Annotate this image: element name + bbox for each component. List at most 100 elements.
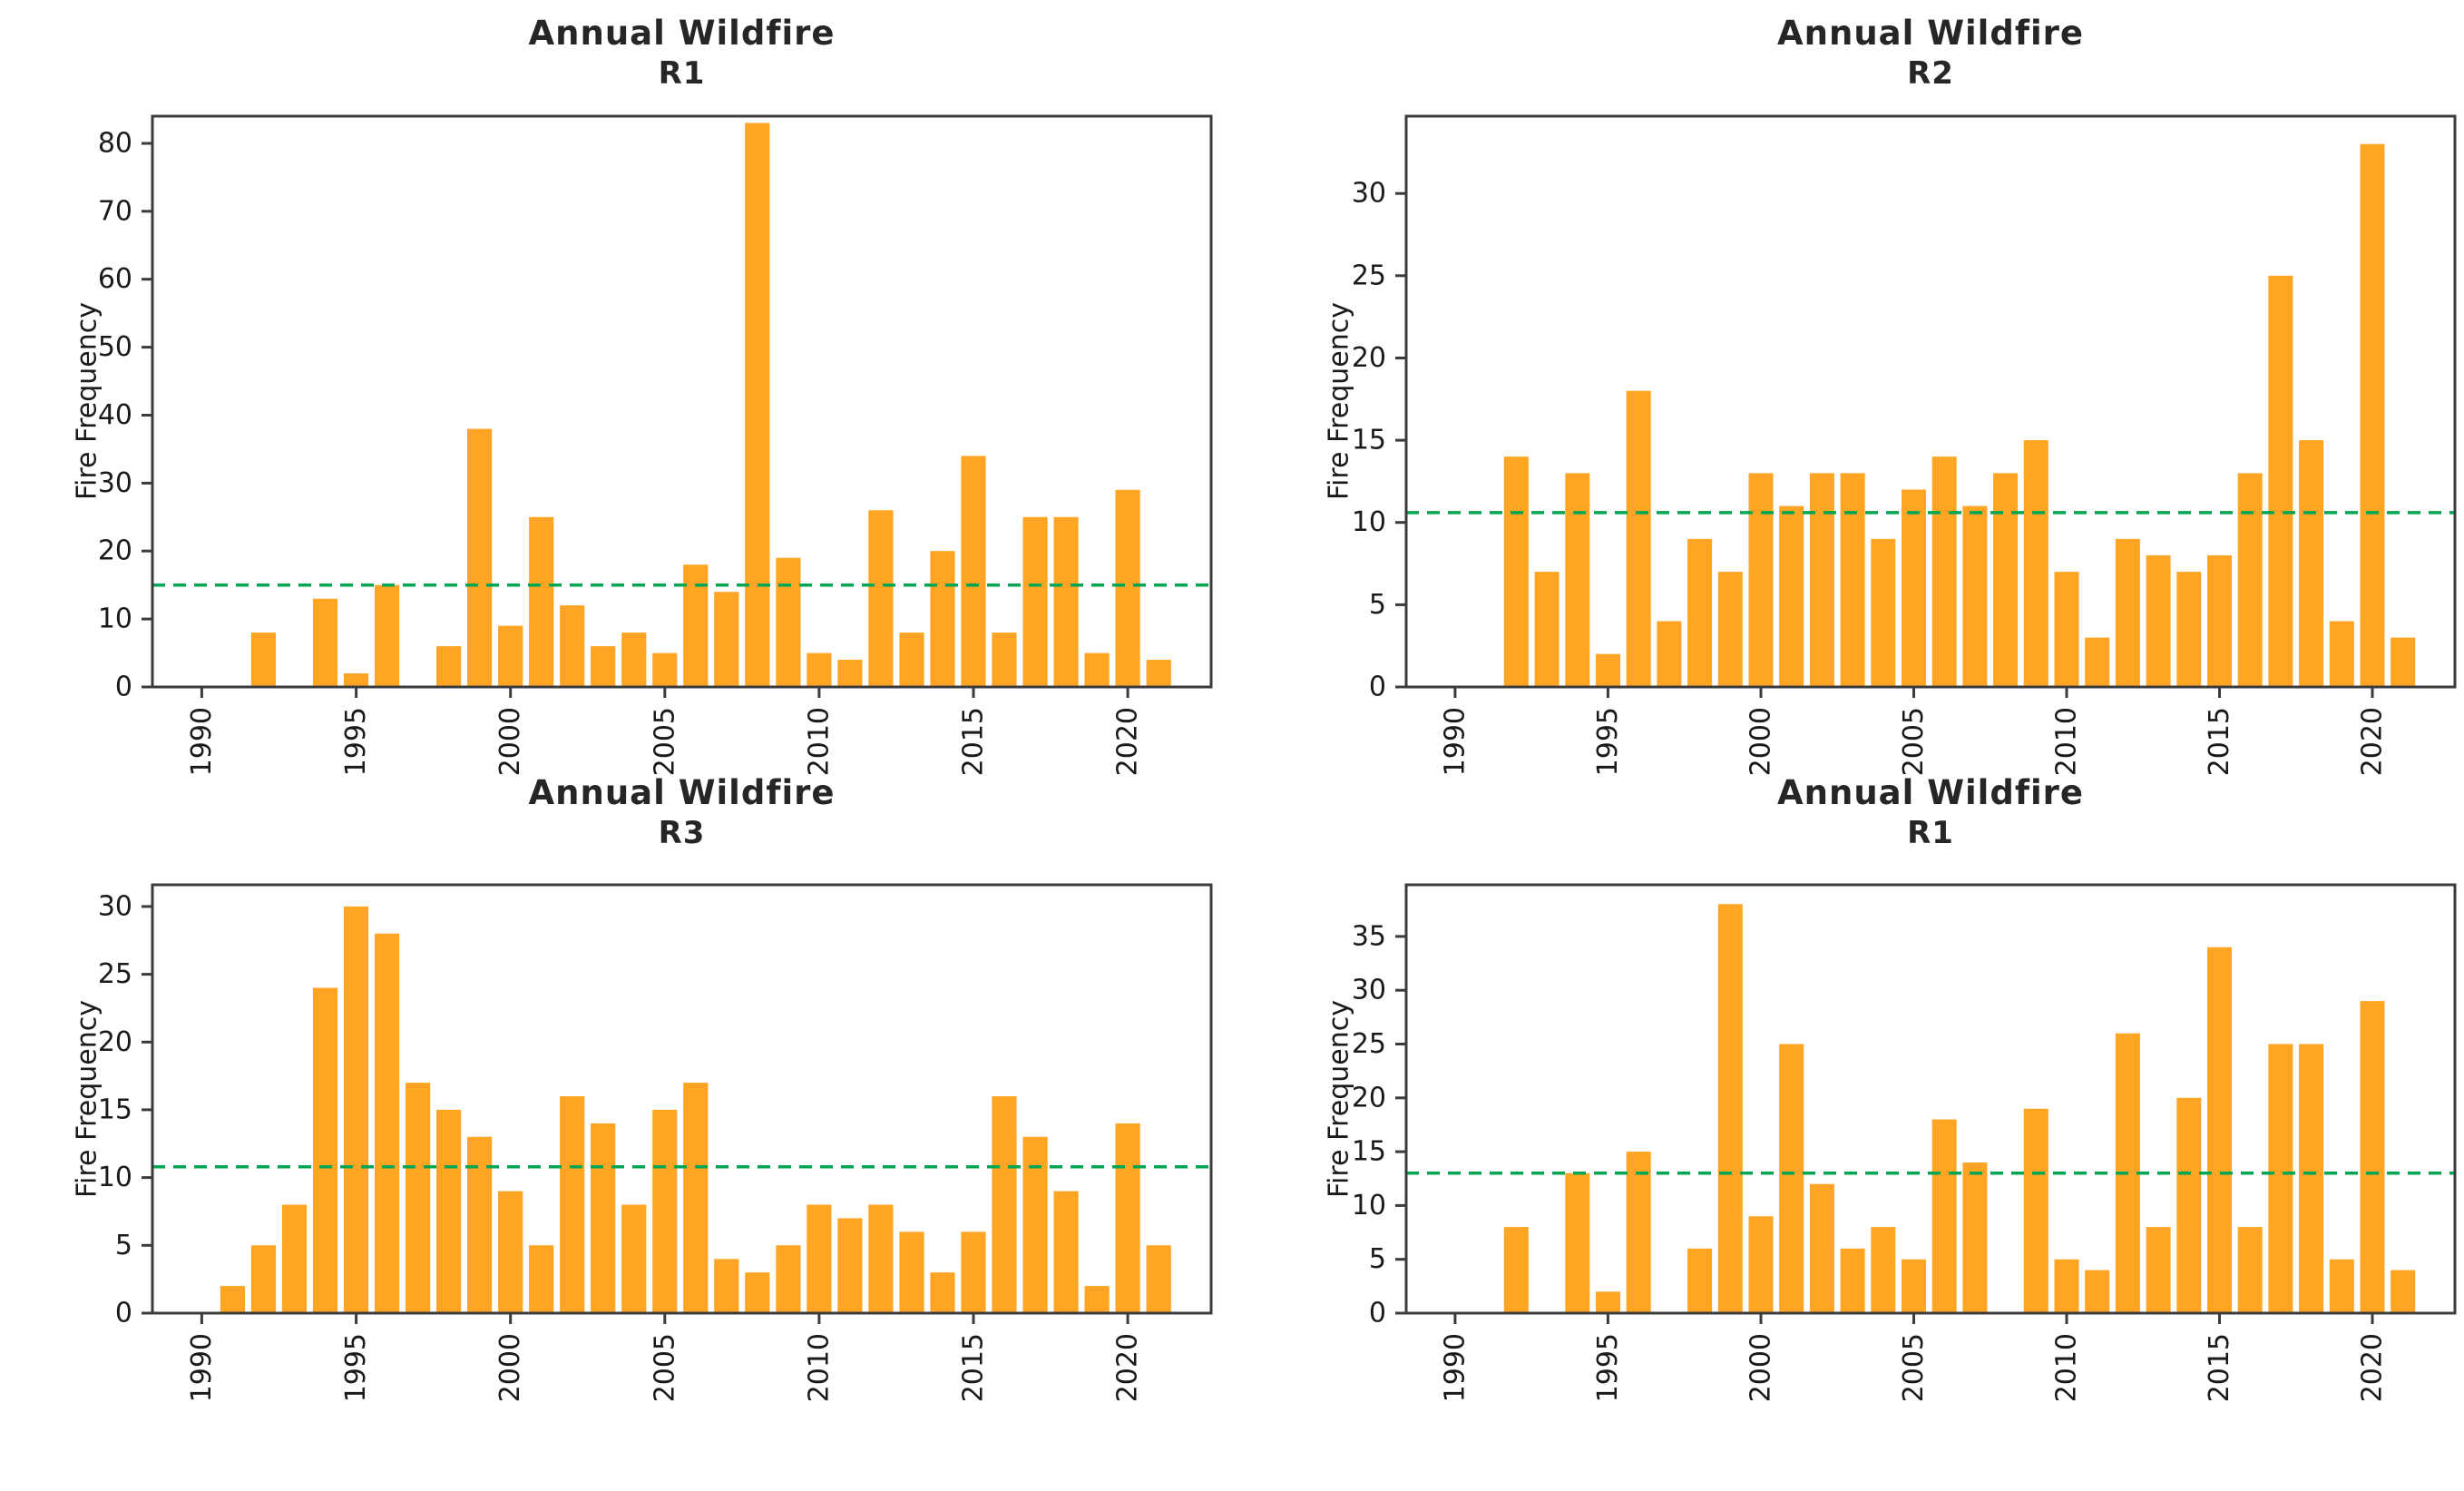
- chart-r1-bottom: Annual Wildfire R1 Fire Frequency 0 5 10 15…: [1232, 745, 2464, 1491]
- y-tick-label: 10: [98, 1162, 132, 1193]
- bar-2020: [2360, 143, 2385, 688]
- bar-2006: [1931, 456, 1957, 687]
- x-tick-label: 2000: [494, 707, 526, 776]
- bar-2004: [621, 633, 647, 687]
- y-tick-label: 50: [98, 331, 132, 363]
- bar-1999: [1717, 572, 1743, 687]
- bar-2002: [1809, 473, 1834, 687]
- y-tick-label: 10: [1352, 1190, 1386, 1221]
- bar-2001: [529, 1245, 554, 1313]
- bar-2011: [837, 1218, 863, 1313]
- bar-2005: [652, 1109, 678, 1313]
- bar-2019: [2329, 1259, 2354, 1313]
- bar-1996: [1626, 1152, 1651, 1313]
- chart-title-block: Annual Wildfire R1: [152, 13, 1211, 93]
- bar-2007: [1962, 505, 1988, 687]
- bar-1994: [1565, 473, 1590, 687]
- bar-2016: [992, 1096, 1017, 1313]
- x-tick-label: 2010: [2051, 1333, 2083, 1402]
- bar-2020: [1115, 1123, 1140, 1313]
- bar-1996: [375, 933, 400, 1313]
- x-tick-label: 2010: [803, 707, 835, 776]
- bar-2006: [1931, 1119, 1957, 1313]
- plot-area: 0 5 10 15 20 25 30 35 1990 1995 2000 2005 2010 2015 20…: [1352, 883, 2457, 1402]
- bar-2009: [2023, 1108, 2048, 1313]
- x-tick-label: 2020: [1112, 707, 1144, 776]
- x-tick-label: 2010: [2051, 707, 2083, 776]
- chart-title-block: Annual Wildfire R2: [1406, 13, 2455, 93]
- bar-2017: [1022, 516, 1048, 687]
- bar-2011: [837, 660, 863, 687]
- chart-r3: Annual Wildfire R3 Fire Frequency 0 5 10 15…: [0, 745, 1232, 1491]
- bar-2013: [2146, 1227, 2171, 1313]
- plot-border: [151, 114, 1213, 689]
- bar-1995: [1596, 653, 1620, 687]
- x-tick-label: 2005: [649, 1333, 680, 1402]
- chart-title-block: Annual Wildfire R1: [1406, 772, 2455, 852]
- bar-1993: [1534, 572, 1560, 687]
- y-tick-label: 0: [115, 1298, 132, 1329]
- bar-2016: [2237, 1227, 2263, 1313]
- x-tick-label: 2005: [1898, 1333, 1930, 1402]
- bar-2009: [2023, 440, 2048, 687]
- bar-2000: [498, 1191, 523, 1313]
- bar-2003: [591, 1123, 616, 1313]
- bar-1992: [1503, 1227, 1529, 1313]
- y-tick-label: 30: [98, 890, 132, 922]
- x-tick-label: 2010: [803, 1333, 835, 1402]
- plot-border: [1404, 114, 2457, 689]
- bar-2000: [1748, 1216, 1774, 1313]
- y-tick-label: 20: [98, 535, 132, 567]
- bar-1991: [220, 1286, 246, 1313]
- bar-1995: [343, 906, 369, 1313]
- bar-2007: [714, 592, 739, 687]
- x-tick-label: 1990: [1439, 1333, 1471, 1402]
- bar-1992: [250, 1245, 277, 1313]
- bar-2014: [930, 1272, 955, 1313]
- bar-2016: [992, 633, 1017, 687]
- bar-1994: [312, 598, 338, 687]
- bar-2002: [1809, 1183, 1834, 1313]
- y-tick-label: 5: [1369, 589, 1386, 621]
- chart-title: Annual Wildfire: [1777, 14, 2084, 53]
- bar-2021: [2391, 1270, 2416, 1313]
- bar-1994: [1565, 1172, 1590, 1313]
- chart-r1-top: Annual Wildfire R1 Fire Frequency 0 10 20 3…: [0, 0, 1232, 776]
- plot-area: 0 5 10 15 20 25 30 1990 1995 2000 2005 2010 2015 2020: [98, 883, 1213, 1402]
- y-tick-label: 30: [98, 467, 132, 499]
- y-tick-label: 15: [98, 1094, 132, 1125]
- bar-1997: [1657, 621, 1682, 687]
- bar-1994: [312, 987, 338, 1313]
- y-tick-label: 80: [98, 128, 132, 160]
- bar-1997: [406, 1083, 431, 1313]
- bar-1998: [1687, 538, 1713, 687]
- bar-1998: [436, 1109, 462, 1313]
- bar-2014: [2176, 572, 2202, 687]
- bar-2010: [807, 652, 832, 687]
- y-tick-label: 0: [1369, 672, 1386, 703]
- bar-2005: [652, 652, 678, 687]
- bar-1998: [1687, 1248, 1713, 1313]
- chart-subtitle: R1: [658, 55, 706, 92]
- x-tick-label: 1995: [1592, 1333, 1624, 1402]
- bar-2018: [2299, 1044, 2324, 1313]
- bar-1996: [1626, 390, 1651, 687]
- bar-2007: [1962, 1162, 1988, 1313]
- bar-2001: [1779, 505, 1804, 687]
- chart-title: Annual Wildfire: [1777, 773, 2084, 812]
- y-tick-label: 20: [1352, 342, 1386, 374]
- bar-2015: [961, 456, 986, 687]
- bar-1996: [375, 584, 400, 687]
- y-tick-label: 20: [1352, 1082, 1386, 1113]
- bar-1995: [343, 673, 369, 687]
- x-tick-label: 2020: [2357, 707, 2389, 776]
- x-tick-label: 1990: [1439, 707, 1471, 776]
- bar-2008: [745, 123, 770, 687]
- y-tick-label: 20: [98, 1026, 132, 1058]
- y-tick-label: 25: [1352, 1028, 1386, 1060]
- bar-2015: [2207, 555, 2232, 687]
- bar-2011: [2085, 637, 2110, 687]
- x-tick-label: 2000: [1745, 1333, 1777, 1402]
- bar-1993: [281, 1204, 308, 1313]
- bar-2008: [1993, 473, 2019, 687]
